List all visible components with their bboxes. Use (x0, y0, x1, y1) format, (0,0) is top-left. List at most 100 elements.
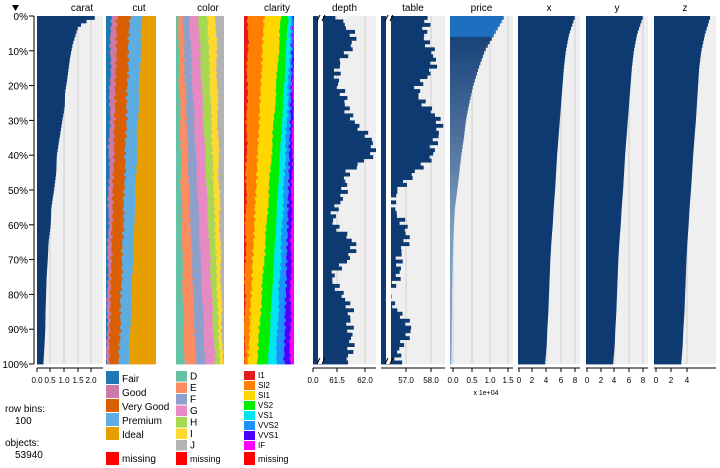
segment-vs2 (274, 106, 283, 111)
segment-vvs1 (284, 332, 290, 337)
segment-si2 (247, 16, 266, 20)
segment-vs1 (278, 176, 285, 180)
segment-i (211, 106, 219, 111)
bar-x (518, 16, 575, 20)
segment-h (198, 19, 209, 24)
segment-j (220, 196, 225, 201)
segment-vs2 (265, 224, 277, 229)
segment-ideal (131, 315, 157, 320)
segment-g (195, 144, 206, 149)
segment-i1 (244, 54, 248, 59)
segment-fair (106, 238, 108, 243)
segment-vvs2 (276, 336, 286, 341)
segment-vs2 (271, 158, 280, 163)
segment-fair (106, 287, 108, 292)
bar-table (381, 325, 412, 330)
missing-gap (294, 61, 310, 66)
segment-i (217, 301, 223, 306)
bar-carat (37, 290, 47, 295)
bar-carat (37, 85, 66, 90)
segment-good (107, 245, 112, 250)
segment-e (178, 22, 184, 27)
segment-premium (128, 19, 142, 24)
segment-fair (106, 78, 111, 83)
segment-premium (129, 22, 142, 27)
segment-vs1 (286, 54, 292, 59)
segment-f (189, 190, 197, 194)
segment-vvs1 (288, 144, 292, 149)
segment-si2 (246, 130, 259, 135)
segment-d (176, 172, 181, 177)
segment-si1 (257, 165, 271, 170)
segment-very-good (115, 116, 128, 121)
missing-gap (156, 252, 172, 257)
segment-f (190, 193, 199, 198)
segment-ideal (139, 92, 157, 97)
missing-gap (224, 134, 240, 139)
segment-i1 (244, 137, 247, 142)
missing-gap (156, 343, 172, 347)
segment-vvs2 (282, 193, 289, 198)
missing-gap (156, 141, 172, 146)
bar-carat (37, 106, 65, 111)
segment-g (191, 78, 203, 83)
missing-gap (224, 207, 240, 212)
missing-gap (224, 89, 240, 93)
missing-gap (294, 322, 310, 327)
bar-depth (313, 245, 351, 250)
missing-gap (294, 120, 310, 125)
segment-vs2 (278, 54, 287, 59)
bar-depth (313, 89, 346, 93)
segment-j (217, 92, 225, 97)
bar-carat (37, 50, 72, 55)
segment-very-good (111, 270, 124, 274)
segment-if (290, 256, 295, 260)
segment-g (203, 311, 213, 316)
segment-vvs2 (289, 57, 293, 62)
segment-d (176, 71, 180, 76)
segment-i1 (244, 256, 246, 260)
objects-label: objects: (5, 438, 40, 449)
segment-fair (106, 54, 111, 59)
segment-e (182, 297, 194, 302)
segment-vs1 (280, 155, 287, 160)
segment-si1 (263, 40, 280, 45)
segment-vs2 (265, 235, 276, 240)
segment-h (199, 47, 210, 52)
segment-i1 (244, 47, 249, 52)
segment-good (106, 357, 110, 361)
segment-if (290, 273, 295, 278)
missing-gap (294, 29, 310, 34)
segment-ideal (134, 221, 157, 226)
missing-gap (156, 71, 172, 76)
segment-i1 (244, 33, 249, 38)
segment-if (292, 36, 295, 41)
segment-f (183, 54, 192, 59)
x-tick-label: 0.0 (31, 376, 43, 385)
segment-f (192, 259, 202, 264)
segment-very-good (114, 113, 127, 118)
segment-f (193, 322, 205, 327)
segment-vvs2 (285, 141, 291, 146)
segment-very-good (117, 57, 130, 62)
segment-si2 (246, 176, 258, 180)
segment-good (109, 217, 114, 222)
segment-f (184, 40, 191, 45)
missing-gap (156, 40, 172, 45)
segment-j (219, 270, 225, 274)
segment-d (176, 256, 183, 260)
missing-gap (224, 221, 240, 226)
segment-d (176, 61, 180, 66)
segment-vs2 (276, 92, 284, 97)
segment-i1 (244, 85, 248, 90)
segment-vs1 (278, 183, 285, 187)
segment-vs1 (268, 350, 278, 354)
segment-h (205, 169, 213, 173)
bar-carat (37, 308, 46, 313)
bar-depth (313, 252, 349, 257)
segment-fair (106, 203, 108, 208)
segment-premium (124, 228, 135, 233)
bar-carat (37, 256, 48, 260)
missing-gap (156, 273, 172, 278)
bar-table (381, 217, 406, 222)
